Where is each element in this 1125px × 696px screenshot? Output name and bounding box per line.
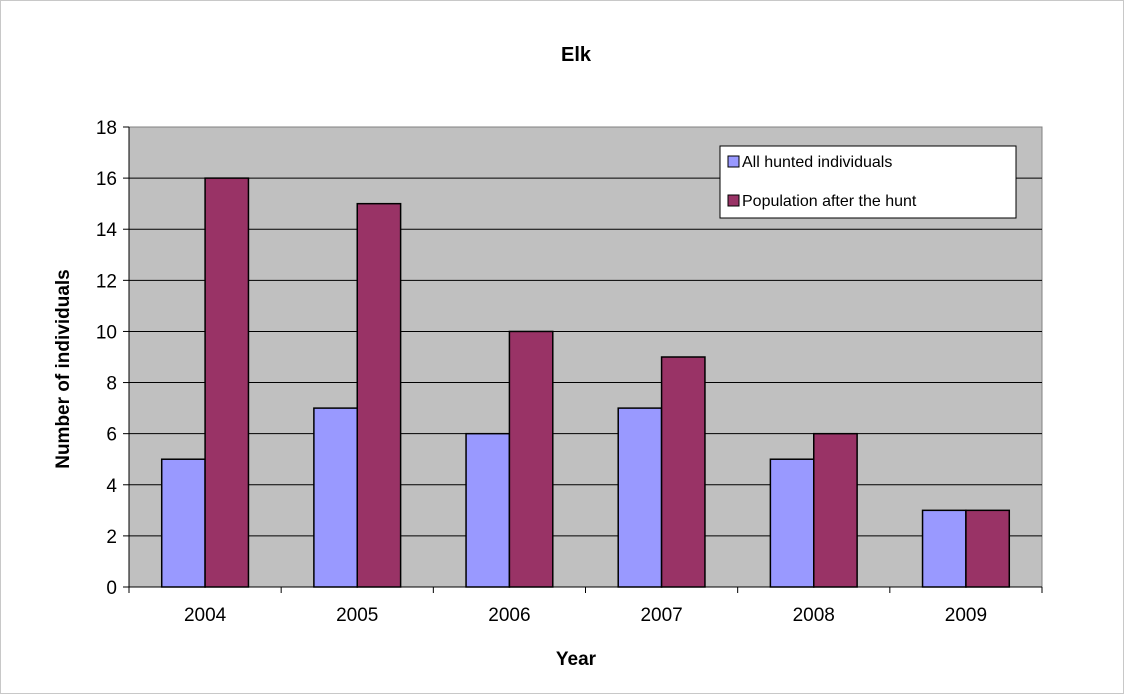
x-axis-title: Year	[556, 649, 597, 670]
y-tick-label: 0	[106, 578, 117, 599]
legend-box	[719, 145, 1017, 219]
bar-population-2005	[356, 202, 402, 588]
bar-population-2006	[508, 330, 554, 588]
bar-hunted-2008	[769, 458, 815, 588]
legend-label-hunted: All hunted individuals	[742, 154, 892, 171]
bar-population-2004	[204, 177, 250, 588]
y-tick-label: 12	[96, 271, 117, 292]
x-tick-label: 2004	[184, 605, 227, 626]
y-tick-label: 10	[96, 322, 117, 343]
bar-population-2009	[965, 509, 1011, 588]
bar-hunted-2007	[617, 407, 663, 588]
y-tick-label: 16	[96, 169, 117, 190]
chart-title: Elk	[561, 44, 592, 66]
bar-hunted-2004	[160, 458, 206, 588]
legend: All hunted individuals Population after …	[719, 145, 1017, 219]
bars	[160, 177, 1011, 588]
bar-hunted-2005	[313, 407, 359, 588]
y-tick-label: 2	[106, 527, 117, 548]
y-tick-label: 14	[96, 220, 118, 241]
x-tick-label: 2007	[640, 605, 682, 626]
y-tick-label: 6	[106, 425, 117, 446]
x-axis: 2004 2005 2006 2007 2008 2009	[128, 586, 1043, 626]
bar-hunted-2006	[465, 432, 511, 588]
y-axis: 0 2 4 6 8 10 12 14 16 18	[96, 118, 130, 599]
gridlines	[129, 177, 1042, 537]
x-tick-label: 2005	[336, 605, 378, 626]
x-tick-label: 2006	[488, 605, 530, 626]
legend-label-population: Population after the hunt	[742, 193, 917, 210]
legend-swatch-population	[727, 194, 740, 207]
bar-population-2008	[813, 432, 858, 588]
bar-population-2007	[660, 356, 706, 588]
bar-hunted-2009	[921, 509, 967, 588]
legend-swatch-hunted	[727, 155, 740, 168]
y-tick-label: 4	[106, 476, 117, 497]
y-axis-title: Number of individuals	[53, 269, 74, 469]
x-tick-label: 2008	[793, 605, 835, 626]
y-tick-label: 18	[96, 118, 117, 139]
y-tick-label: 8	[106, 374, 117, 395]
x-tick-label: 2009	[945, 605, 987, 626]
